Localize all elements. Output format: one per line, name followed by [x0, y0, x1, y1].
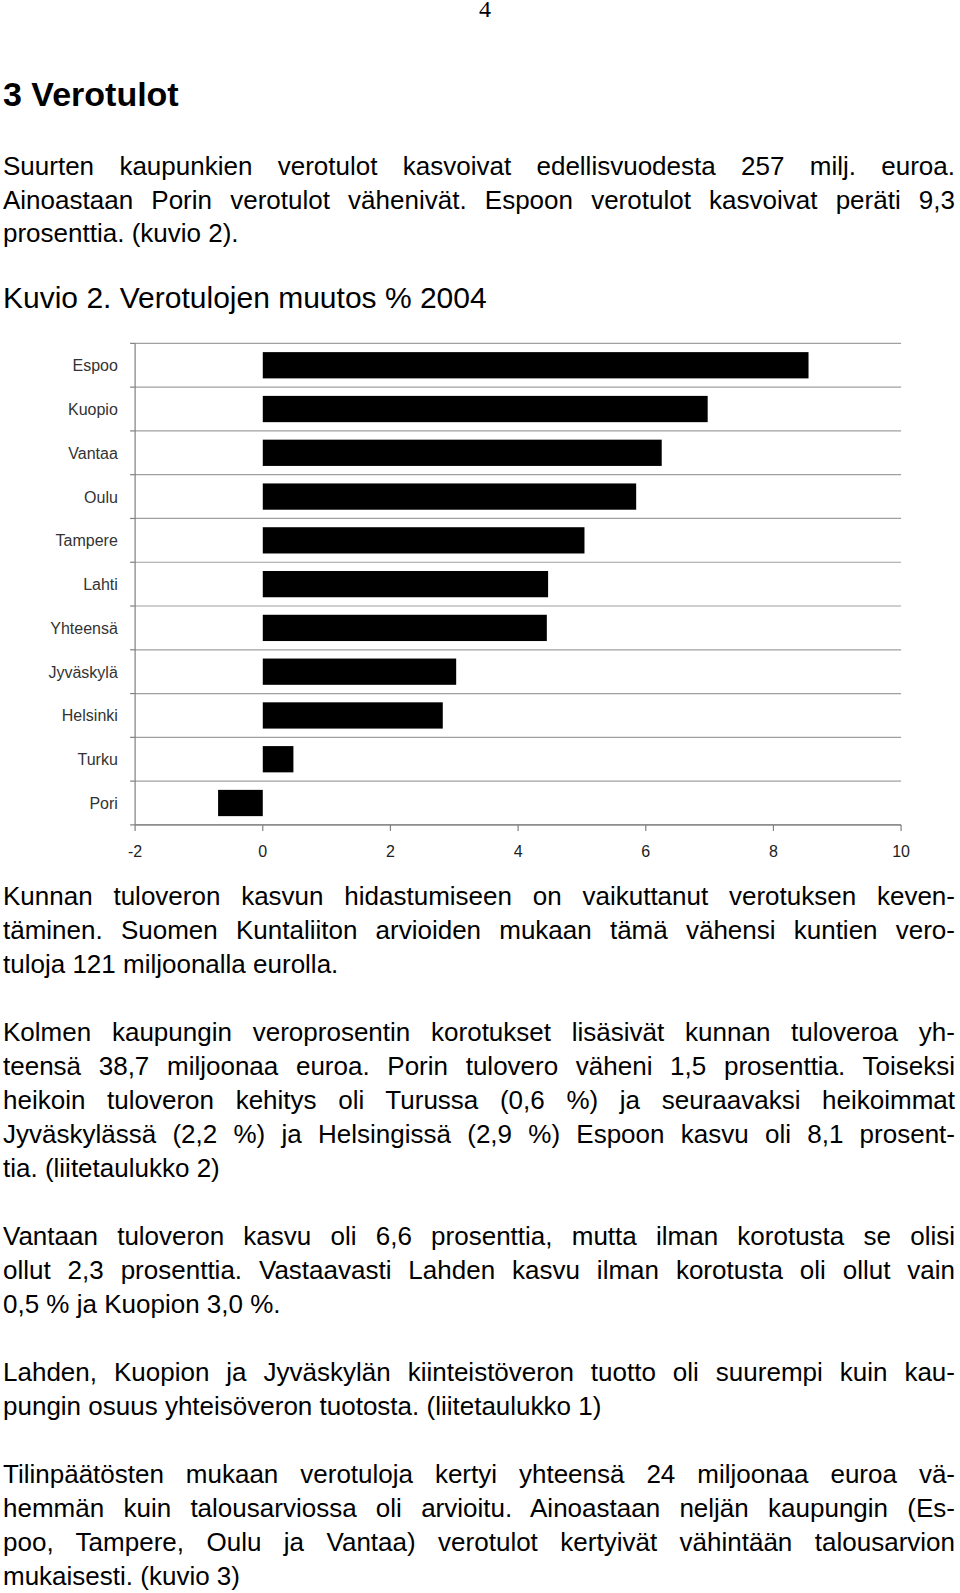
category-tick — [130, 737, 135, 738]
text-line: Ainoastaan Porin verotulot vähenivät. Es… — [3, 183, 955, 217]
grid-line — [135, 343, 901, 344]
bar — [263, 571, 548, 597]
grid-line — [135, 737, 901, 738]
text-line: hemmän kuin talousarviossa oli arvioitu.… — [3, 1491, 955, 1525]
text-line: poo, Tampere, Oulu ja Vantaa) verotulot … — [3, 1525, 955, 1559]
axis-line — [135, 343, 136, 825]
grid-line — [135, 474, 901, 475]
heading: 3 Verotulot — [3, 72, 179, 116]
bar — [263, 746, 294, 772]
category-tick — [130, 387, 135, 388]
grid-line — [135, 518, 901, 519]
text-line: teensä 38,7 miljoonaa euroa. Porin tulov… — [3, 1049, 955, 1083]
bar — [263, 615, 547, 641]
text-line: Tilinpäätösten mukaan verotuloja kertyi … — [3, 1457, 955, 1491]
text-line: Jyväskylässä (2,2 %) ja Helsingissä (2,9… — [3, 1117, 955, 1151]
bar — [263, 396, 708, 422]
x-tick-label: 8 — [769, 843, 778, 860]
grid-line — [135, 430, 901, 431]
grid-line — [135, 562, 901, 563]
bar — [263, 440, 662, 466]
x-tick-label: 0 — [258, 843, 267, 860]
x-tick — [645, 825, 646, 831]
text-line: Kolmen kaupungin veroprosentin korotukse… — [3, 1015, 955, 1049]
text-line: Suurten kaupunkien verotulot kasvoivat e… — [3, 149, 955, 183]
category-tick — [130, 605, 135, 606]
x-tick — [135, 825, 136, 831]
text-line: 0,5 % ja Kuopion 3,0 %. — [3, 1287, 955, 1321]
x-tick — [900, 825, 901, 831]
category-label: Turku — [78, 751, 118, 768]
text-line: Vantaan tuloveron kasvu oli 6,6 prosentt… — [3, 1219, 955, 1253]
bar — [218, 790, 263, 816]
category-tick — [130, 474, 135, 475]
x-tick — [390, 825, 391, 831]
text-line: ollut 2,3 prosenttia. Vastaavasti Lahden… — [3, 1253, 955, 1287]
chart: Kuvio 2. Verotulojen muutos % 2004 -2 0 2 4 6… — [0, 0, 960, 900]
grid-line — [135, 605, 901, 606]
chart-title: Kuvio 2. Verotulojen muutos % 2004 — [3, 281, 487, 314]
x-tick-label: -2 — [128, 843, 142, 860]
category-tick — [130, 518, 135, 519]
category-label: Pori — [89, 795, 117, 812]
x-tick-label: 6 — [641, 843, 650, 860]
text-line: heikoin tuloveron kehitys oli Turussa (0… — [3, 1083, 955, 1117]
category-label: Lahti — [83, 576, 118, 593]
category-tick — [130, 430, 135, 431]
x-tick-label: 2 — [386, 843, 395, 860]
x-tick-label: 4 — [514, 843, 523, 860]
category-label: Oulu — [84, 489, 118, 506]
text-line: Lahden, Kuopion ja Jyväskylän kiinteistö… — [3, 1355, 955, 1389]
text-line: täminen. Suomen Kuntaliiton arvioiden mu… — [3, 913, 955, 947]
grid-line — [135, 387, 901, 388]
text-line: prosenttia. (kuvio 2). — [3, 216, 955, 250]
grid-line — [135, 781, 901, 782]
bar — [263, 659, 456, 685]
text-line: pungin osuus yhteisöveron tuotosta. (lii… — [3, 1389, 955, 1423]
category-label: Vantaa — [68, 445, 118, 462]
category-label: Tampere — [56, 532, 118, 549]
x-tick — [773, 825, 774, 831]
x-tick-label: 10 — [892, 843, 910, 860]
category-label: Kuopio — [68, 401, 118, 418]
bar — [263, 483, 636, 509]
page-number: 4 — [0, 0, 960, 23]
bars — [218, 352, 808, 816]
category-tick — [130, 781, 135, 782]
category-tick — [130, 343, 135, 344]
category-tick — [130, 824, 135, 825]
category-label: Jyväskylä — [48, 664, 117, 681]
grid-line — [135, 693, 901, 694]
grid-line — [135, 649, 901, 650]
category-label: Helsinki — [62, 707, 118, 724]
category-tick — [130, 649, 135, 650]
x-tick — [517, 825, 518, 831]
bar — [263, 527, 585, 553]
x-tick — [262, 825, 263, 831]
text-line: tia. (liitetaulukko 2) — [3, 1151, 955, 1185]
text-line: mukaisesti. (kuvio 3) — [3, 1559, 955, 1593]
text-line: tuloja 121 miljoonalla eurolla. — [3, 947, 955, 981]
bar — [263, 352, 809, 378]
category-tick — [130, 562, 135, 563]
text-line: Kunnan tuloveron kasvun hidastumiseen on… — [3, 879, 955, 913]
category-label: Espoo — [72, 357, 117, 374]
category-tick — [130, 693, 135, 694]
category-label: Yhteensä — [50, 620, 118, 637]
bar — [263, 702, 443, 728]
